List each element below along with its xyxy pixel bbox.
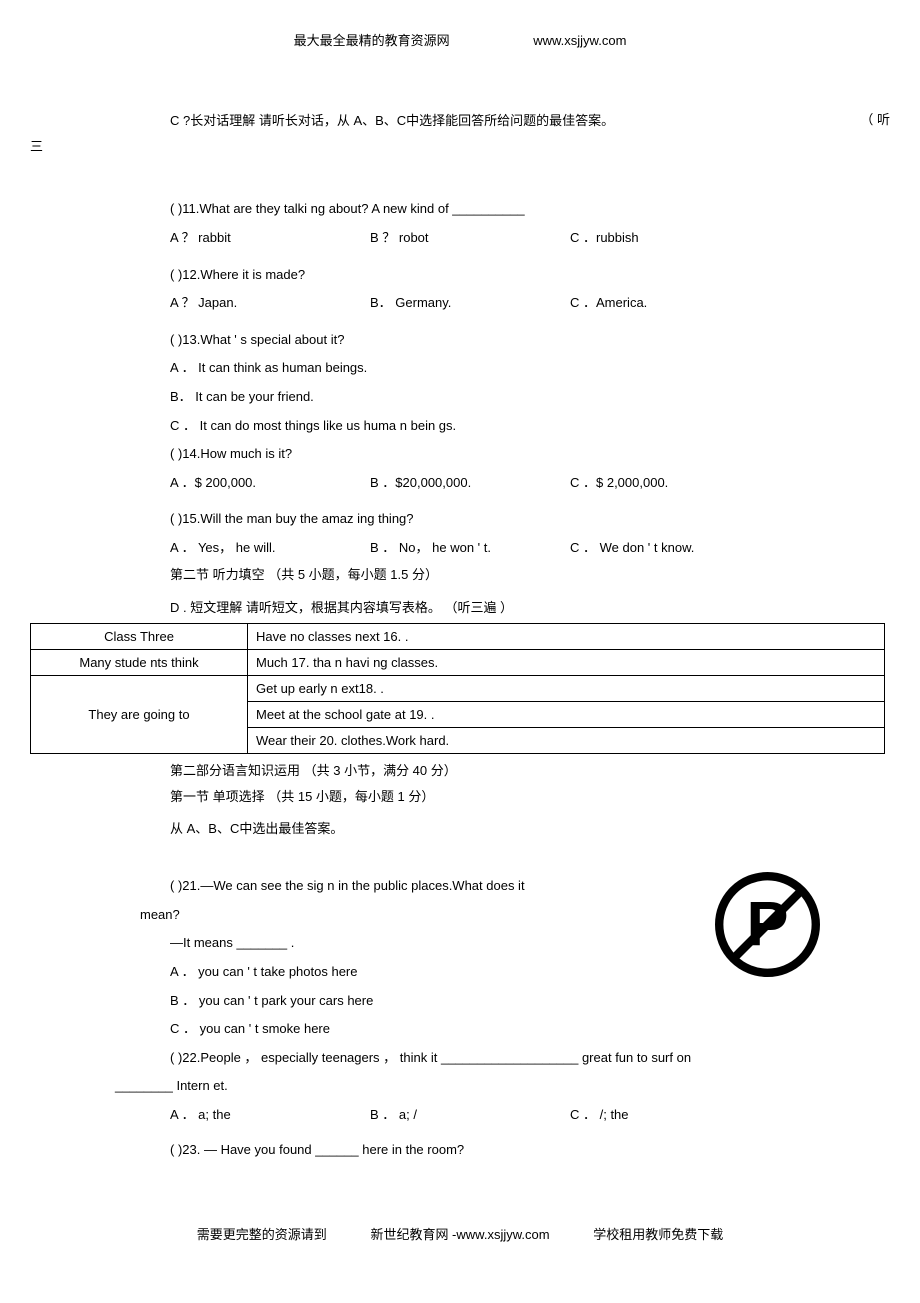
q21-c: C ． you can ' t smoke here xyxy=(170,1015,890,1044)
q13-b: B． It can be your friend. xyxy=(170,383,890,412)
q22-internet: ________ Intern et. xyxy=(115,1072,890,1101)
section-c-text: C ?长对话理解 请听长对话，从 A、B、C中选择能回答所给问题的最佳答案。 xyxy=(170,109,830,132)
listening-table: Class Three Have no classes next 16. . M… xyxy=(30,623,885,754)
q13-c: C ． It can do most things like us huma n… xyxy=(170,412,890,441)
q12-b: B． Germany. xyxy=(370,289,570,318)
q21-b: B ． you can ' t park your cars here xyxy=(170,987,890,1016)
q14-a: A ．$ 200,000. xyxy=(170,469,370,498)
q15-choices: A ． Yes， he will. B ． No， he won ' t. C … xyxy=(170,534,890,563)
cell-r3c1: They are going to xyxy=(31,676,248,754)
footer-right: 学校租用教师免费下载 xyxy=(593,1227,723,1242)
q11-text: ( )11.What are they talki ng about? A ne… xyxy=(170,195,890,224)
page: 最大最全最精的教育资源网 www.xsjjyw.com C ?长对话理解 请听长… xyxy=(0,0,920,1273)
header-right: www.xsjjyw.com xyxy=(533,33,626,48)
q12-choices: A ？ Japan. B． Germany. C ．America. xyxy=(170,289,890,318)
footer: 需要更完整的资源请到 新世纪教育网 -www.xsjjyw.com 学校租用教师… xyxy=(30,1224,890,1243)
cell-r5c2: Wear their 20. clothes.Work hard. xyxy=(248,728,885,754)
q22-choices: A ． a; the B ． a; / C ． /; the xyxy=(170,1101,890,1130)
footer-mid: 新世纪教育网 -www.xsjjyw.com xyxy=(370,1227,549,1242)
no-parking-sign: P xyxy=(715,872,820,980)
q11-a: A ？ rabbit xyxy=(170,224,370,253)
section-c-row: C ?长对话理解 请听长对话，从 A、B、C中选择能回答所给问题的最佳答案。 （… xyxy=(30,109,890,136)
no-parking-icon: P xyxy=(715,872,820,977)
san: 三 xyxy=(30,136,890,155)
header-left: 最大最全最精的教育资源网 xyxy=(294,30,450,49)
q15-c: C ． We don ' t know. xyxy=(570,534,770,563)
cell-r2c1: Many stude nts think xyxy=(31,650,248,676)
q15-a: A ． Yes， he will. xyxy=(170,534,370,563)
section-c-label: C ?长对话理解 请听长对话，从 A、B、C中选择能回答所给问题的最佳答案。 xyxy=(170,113,614,128)
q13-text: ( )13.What ' s special about it? xyxy=(170,326,890,355)
table-row: They are going to Get up early n ext18. … xyxy=(31,676,885,702)
cell-r4c2: Meet at the school gate at 19. . xyxy=(248,702,885,728)
q21-block: P ( )21.—We can see the sig n in the pub… xyxy=(30,872,890,1044)
q22-a: A ． a; the xyxy=(170,1101,370,1130)
q11-b: B ？ robot xyxy=(370,224,570,253)
cell-r1c1: Class Three xyxy=(31,624,248,650)
cell-r2c2: Much 17. tha n havi ng classes. xyxy=(248,650,885,676)
table-row: Many stude nts think Much 17. tha n havi… xyxy=(31,650,885,676)
cell-r1c2: Have no classes next 16. . xyxy=(248,624,885,650)
part2-line2: 第一节 单项选择 （共 15 小题，每小题 1 分） xyxy=(170,784,890,810)
q14-b: B ．$20,000,000. xyxy=(370,469,570,498)
q13-a: A ． It can think as human beings. xyxy=(170,354,890,383)
q22-text: ( )22.People ， especially teenagers ， th… xyxy=(170,1044,890,1073)
section-c-note: （ 听 xyxy=(830,109,890,136)
section-d: D . 短文理解 请听短文，根据其内容填写表格。 （听三遍 ） xyxy=(170,596,890,619)
q12-c: C ．America. xyxy=(570,289,770,318)
part2-line1: 第二部分语言知识运用 （共 3 小节，满分 40 分） xyxy=(170,758,890,784)
section2: 第二节 听力填空 （共 5 小题，每小题 1.5 分） xyxy=(170,563,890,586)
header: 最大最全最精的教育资源网 www.xsjjyw.com xyxy=(30,30,890,49)
q12-text: ( )12.Where it is made? xyxy=(170,261,890,290)
q23-text: ( )23. — Have you found ______ here in t… xyxy=(170,1136,890,1165)
q22-c: C ． /; the xyxy=(570,1101,770,1130)
q14-c: C ．$ 2,000,000. xyxy=(570,469,770,498)
q22-b: B ． a; / xyxy=(370,1101,570,1130)
q11-choices: A ？ rabbit B ？ robot C ．rubbish xyxy=(170,224,890,253)
q14-text: ( )14.How much is it? xyxy=(170,440,890,469)
q11-c: C ．rubbish xyxy=(570,224,770,253)
q14-choices: A ．$ 200,000. B ．$20,000,000. C ．$ 2,000… xyxy=(170,469,890,498)
footer-left: 需要更完整的资源请到 xyxy=(197,1227,327,1242)
part2-line3: 从 A、B、C中选出最佳答案。 xyxy=(170,816,890,842)
table-row: Class Three Have no classes next 16. . xyxy=(31,624,885,650)
q15-b: B ． No， he won ' t. xyxy=(370,534,570,563)
cell-r3c2: Get up early n ext18. . xyxy=(248,676,885,702)
q12-a: A ？ Japan. xyxy=(170,289,370,318)
q15-text: ( )15.Will the man buy the amaz ing thin… xyxy=(170,505,890,534)
